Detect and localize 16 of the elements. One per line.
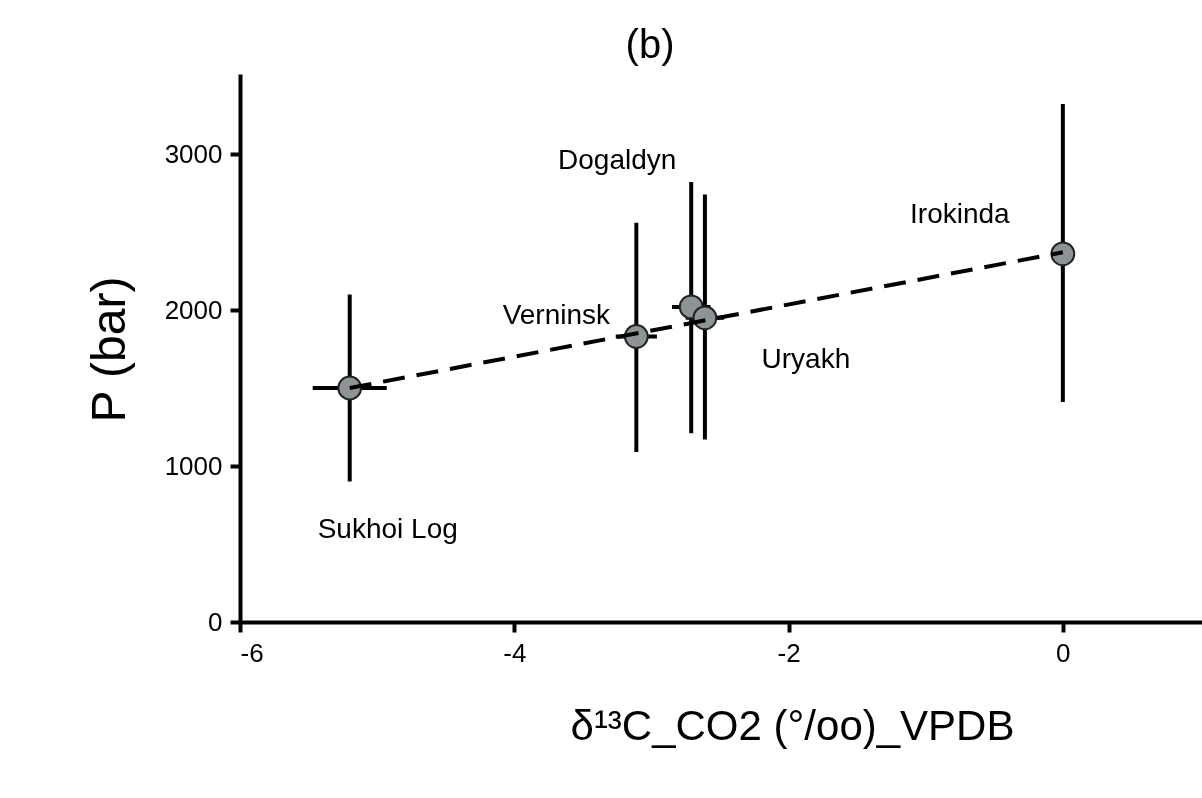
x-axis-title: δ¹³C_CO2 (°/oo)_VPDB (570, 701, 1015, 749)
y-tick-label: 0 (208, 606, 223, 637)
x-tick-label: -6 (240, 637, 264, 668)
x-tick-label: -2 (777, 637, 801, 668)
y-tick-label: 3000 (164, 138, 223, 169)
x-tick-label: -4 (503, 637, 527, 668)
annotation: Verninsk (502, 298, 612, 330)
y-tick-label: 1000 (164, 450, 223, 481)
annotation: Dogaldyn (558, 144, 677, 176)
x-tick-label: 0 (1056, 637, 1071, 668)
annotation: Uryakh (761, 342, 851, 374)
y-tick-label: 2000 (164, 294, 223, 325)
annotation: Sukhoi Log (317, 512, 458, 544)
chart-title: (b) (625, 22, 675, 66)
y-axis-title: P (bar) (81, 276, 135, 423)
annotation: Irokinda (910, 197, 1011, 229)
